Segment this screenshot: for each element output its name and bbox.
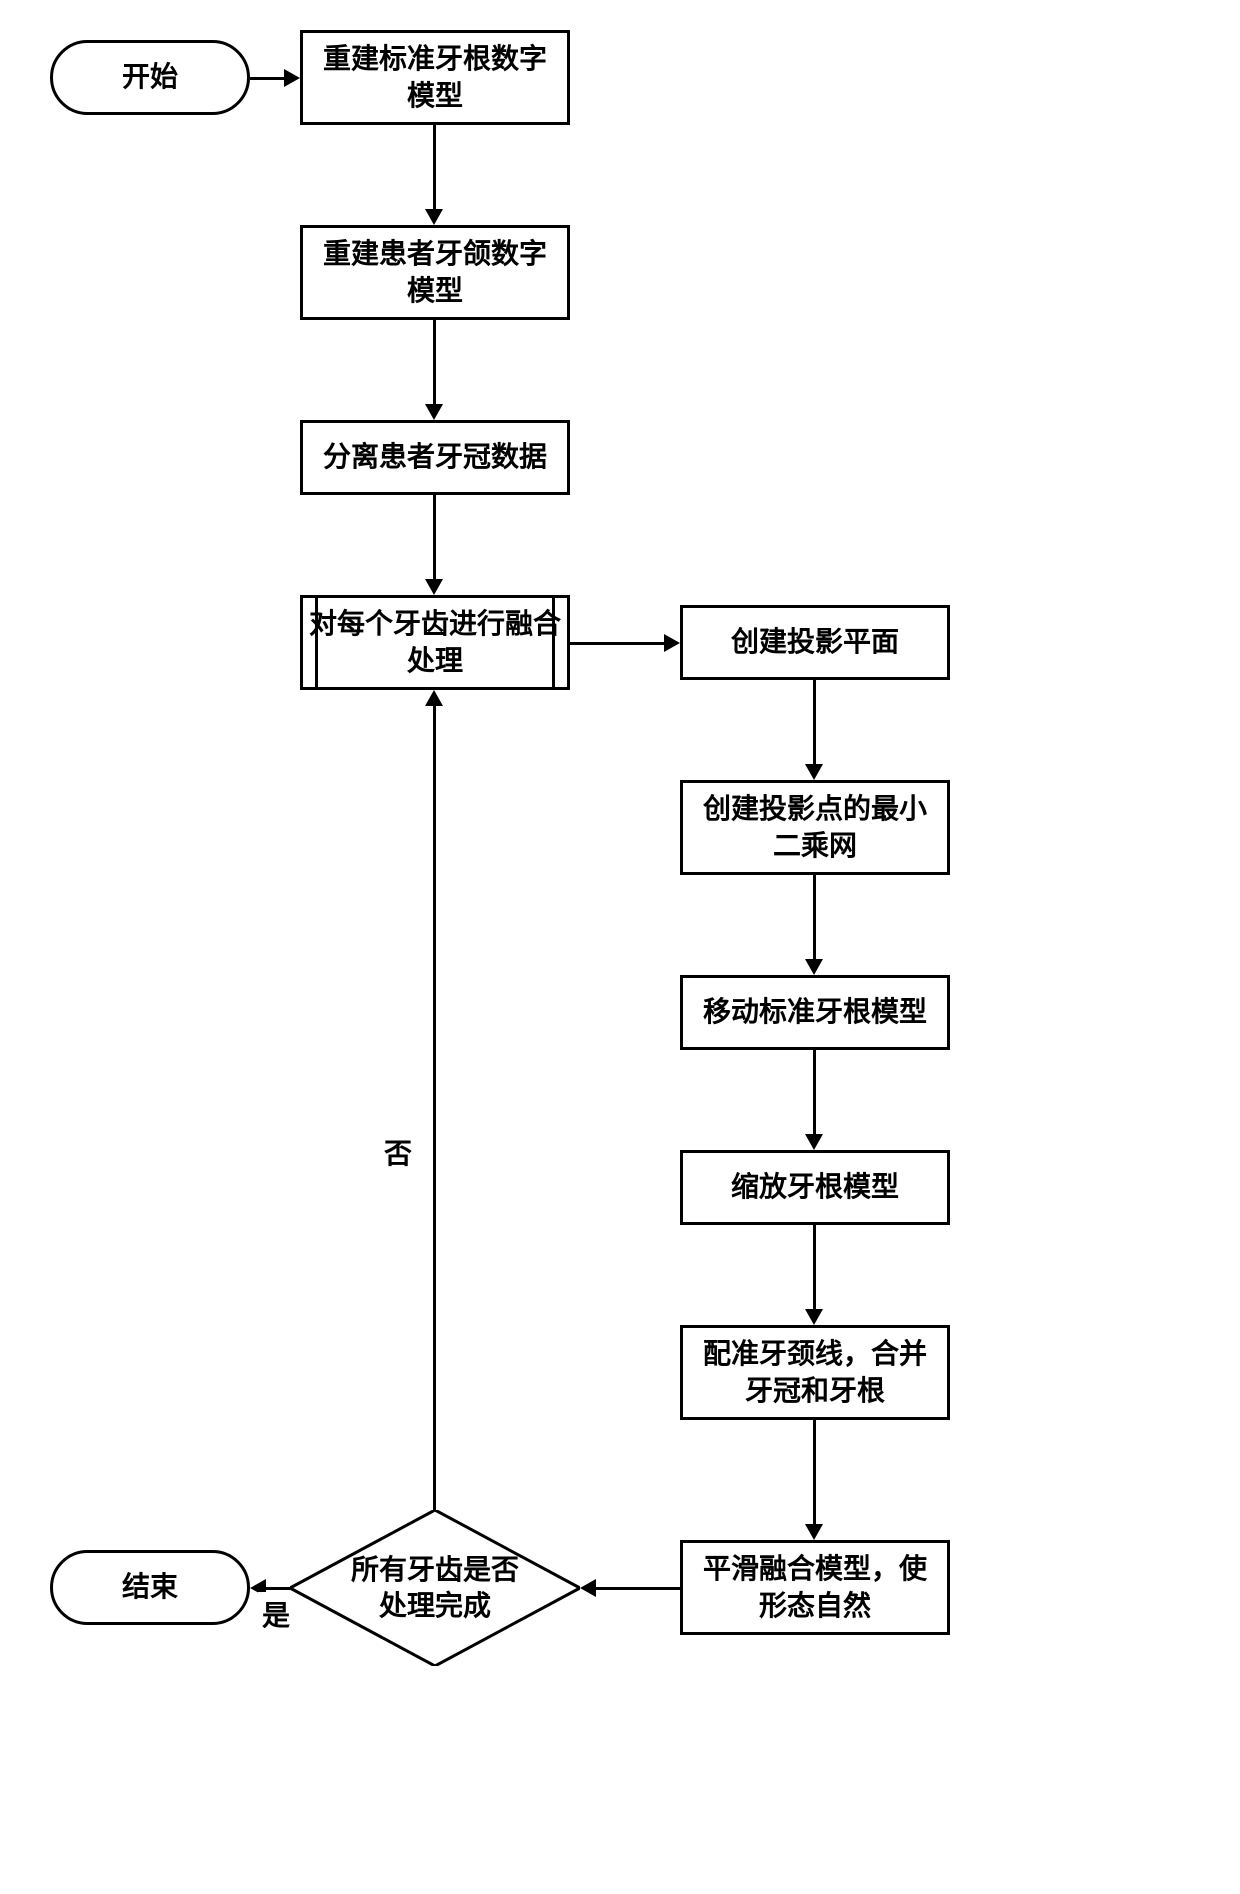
process-scale-root-model: 缩放牙根模型 <box>680 1150 950 1225</box>
arrowhead-r3-r4 <box>805 1134 823 1150</box>
process-move-root-model: 移动标准牙根模型 <box>680 975 950 1050</box>
process-register-neckline: 配准牙颈线，合并牙冠和牙根 <box>680 1325 950 1420</box>
edge-r5-r6 <box>813 1420 816 1525</box>
edge-label-no: 否 <box>380 1130 416 1174</box>
edge-dec-n4 <box>433 706 436 1510</box>
edge-start-n1 <box>250 77 285 80</box>
n2-label: 重建患者牙颌数字模型 <box>315 236 555 309</box>
edge-r3-r4 <box>813 1050 816 1135</box>
edge-r6-dec <box>596 1587 680 1590</box>
decision-all-processed: 所有牙齿是否处理完成 <box>290 1510 580 1666</box>
n1-label: 重建标准牙根数字模型 <box>315 41 555 114</box>
arrowhead-r6-dec <box>580 1579 596 1597</box>
arrowhead-start-n1 <box>284 69 300 87</box>
edge-r1-r2 <box>813 680 816 765</box>
n3-label: 分离患者牙冠数据 <box>323 439 547 475</box>
subprocess-fusion-each-tooth: 对每个牙齿进行融合处理 <box>300 595 570 690</box>
dec-label: 所有牙齿是否处理完成 <box>345 1552 525 1625</box>
process-separate-crown: 分离患者牙冠数据 <box>300 420 570 495</box>
r5-label: 配准牙颈线，合并牙冠和牙根 <box>695 1336 935 1409</box>
process-rebuild-patient-jaw: 重建患者牙颌数字模型 <box>300 225 570 320</box>
arrowhead-n2-n3 <box>425 404 443 420</box>
edge-r4-r5 <box>813 1225 816 1310</box>
arrowhead-n1-n2 <box>425 209 443 225</box>
r3-label: 移动标准牙根模型 <box>703 994 927 1030</box>
edge-n3-n4 <box>433 495 436 580</box>
process-create-lsq-net: 创建投影点的最小二乘网 <box>680 780 950 875</box>
r1-label: 创建投影平面 <box>731 624 899 660</box>
arrowhead-r2-r3 <box>805 959 823 975</box>
r2-label: 创建投影点的最小二乘网 <box>695 791 935 864</box>
process-rebuild-standard-root: 重建标准牙根数字模型 <box>300 30 570 125</box>
arrowhead-n4-r1 <box>664 634 680 652</box>
process-smooth-fusion: 平滑融合模型，使形态自然 <box>680 1540 950 1635</box>
edge-n1-n2 <box>433 125 436 210</box>
arrowhead-r4-r5 <box>805 1309 823 1325</box>
edge-dec-end <box>266 1587 290 1590</box>
edge-label-yes: 是 <box>258 1592 294 1636</box>
terminator-start: 开始 <box>50 40 250 115</box>
process-create-projection-plane: 创建投影平面 <box>680 605 950 680</box>
edge-n2-n3 <box>433 320 436 405</box>
terminator-end: 结束 <box>50 1550 250 1625</box>
arrowhead-r5-r6 <box>805 1524 823 1540</box>
arrowhead-dec-n4 <box>425 690 443 706</box>
arrowhead-r1-r2 <box>805 764 823 780</box>
r6-label: 平滑融合模型，使形态自然 <box>695 1551 935 1624</box>
edge-n4-r1 <box>570 642 665 645</box>
end-label: 结束 <box>122 1569 178 1605</box>
arrowhead-n3-n4 <box>425 579 443 595</box>
edge-r2-r3 <box>813 875 816 960</box>
r4-label: 缩放牙根模型 <box>731 1169 899 1205</box>
start-label: 开始 <box>122 59 178 95</box>
n4-label: 对每个牙齿进行融合处理 <box>303 606 567 679</box>
